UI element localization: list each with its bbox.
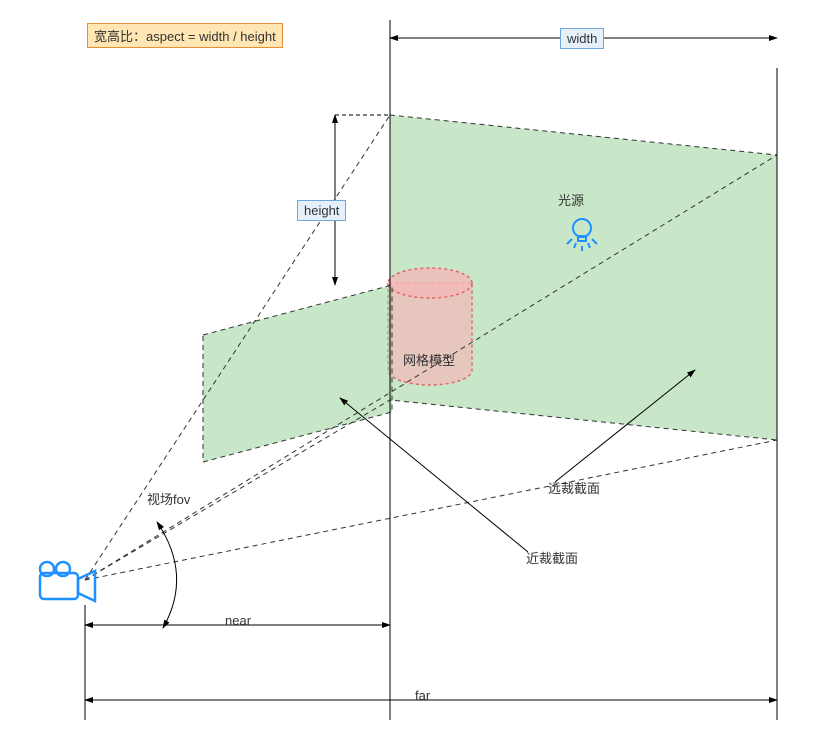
mesh-cylinder-top <box>388 268 472 298</box>
aspect-ratio-formula-box: 宽高比：aspect = width / height <box>87 23 283 48</box>
near-clip-plane-label: 近裁截面 <box>526 548 578 567</box>
mesh-cylinder-body <box>388 283 472 385</box>
fov-arc <box>157 522 177 628</box>
width-text: width <box>567 31 597 46</box>
light-source-label: 光源 <box>558 190 584 209</box>
aspect-ratio-text: 宽高比：aspect = width / height <box>94 29 276 44</box>
camera-icon <box>40 562 95 601</box>
height-label-box: height <box>297 200 346 221</box>
near-distance-label: near <box>225 613 251 628</box>
fov-label: 视场fov <box>147 489 190 508</box>
height-text: height <box>304 203 339 218</box>
far-distance-label: far <box>415 688 430 703</box>
near-clip-plane <box>203 285 392 462</box>
width-label-box: width <box>560 28 604 49</box>
diagram-canvas: 宽高比：aspect = width / height width height… <box>0 0 821 738</box>
near-clip-pointer <box>340 398 528 552</box>
mesh-model-label: 网格模型 <box>403 350 455 369</box>
diagram-svg <box>0 0 821 738</box>
frustum-ray-2 <box>85 440 777 580</box>
far-clip-plane-label: 远裁截面 <box>548 478 600 497</box>
